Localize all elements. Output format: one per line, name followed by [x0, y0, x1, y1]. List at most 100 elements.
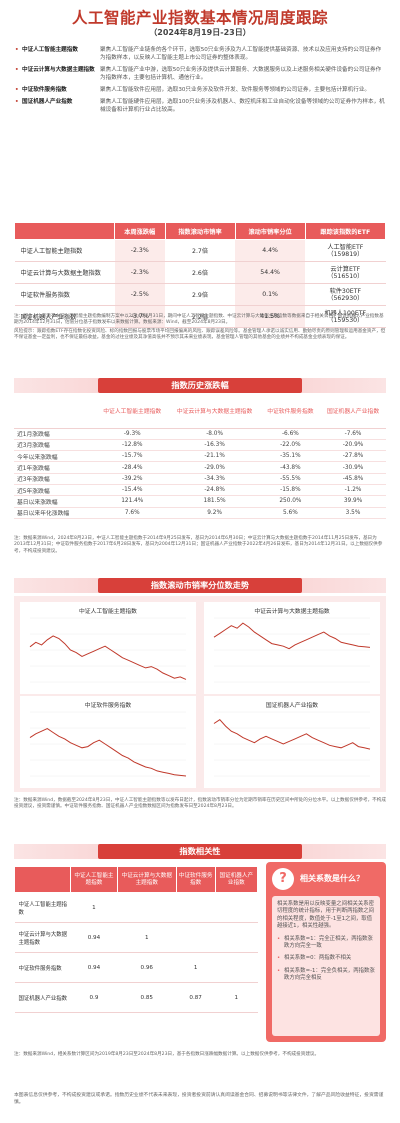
row-label: 中证云计算与大数据主题指数	[14, 922, 71, 953]
table-cell	[117, 892, 177, 923]
row-label: 中证人工智能主题指数	[14, 892, 71, 923]
series-line	[213, 622, 371, 650]
page-subtitle: （2024年8月19日-23日）	[149, 28, 251, 37]
chart-panel: 国证机器人产业指数	[204, 696, 380, 788]
ps-ratio: 2.6倍	[165, 261, 236, 284]
line-chart	[213, 617, 371, 683]
table-cell	[176, 892, 216, 923]
table-cell: -8.0%	[168, 428, 261, 440]
intro-item-name: 中证云计算与大数据主题指数	[14, 66, 100, 82]
explainer-body: 相关系数是用以反映变量之间相关关系密切程度的统计指标，用于判断两指数之间的相关程…	[272, 896, 380, 1036]
table-row: 国证机器人产业指数 -3.7% 2.2倍 41.5% 机器人100ETF （15…	[14, 305, 386, 328]
table-cell: 0.85	[117, 982, 177, 1013]
table-cell: -16.3%	[168, 439, 261, 452]
table-row: 国证机器人产业指数 0.9 0.85 0.87 1	[14, 982, 258, 1013]
table-cell: 5.6%	[260, 507, 321, 519]
table-cell: -45.8%	[320, 473, 386, 485]
chart-title: 中证软件服务指数	[84, 703, 132, 709]
etf-name: 软件30ETF （562930）	[305, 283, 386, 306]
table-header: 中证软件服务指数	[260, 398, 321, 429]
line-chart	[213, 711, 371, 777]
section-title: 指数相关性	[98, 844, 302, 859]
table-cell: -20.9%	[320, 439, 386, 452]
row-label: 国证机器人产业指数	[14, 982, 71, 1013]
footnote: 风险提示：跟踪指数ETF存在指数化投资风险、标的指数回报与股票市场平均回报偏离的…	[14, 329, 386, 341]
chart-panel: 中证云计算与大数据主题指数	[204, 602, 380, 694]
footnote: 注：数据来源Wind，2024年8月23日，中证人工智能主题指数于2014年9月…	[14, 536, 383, 554]
row-label: 近1月涨跌幅	[14, 428, 96, 440]
intro-item-name: 国证机器人产业指数	[14, 98, 100, 114]
intro-item: 中证云计算与大数据主题指数 聚焦人工智能产业中游，选取50只业务涉及提供云计算服…	[14, 66, 386, 82]
chart-panel: 中证人工智能主题指数	[20, 602, 196, 694]
ps-percentile: 54.4%	[235, 261, 306, 284]
table-cell: -24.8%	[168, 484, 261, 497]
line-chart	[29, 711, 187, 777]
table-cell: -15.4%	[96, 484, 169, 497]
index-name: 中证软件服务指数	[14, 283, 115, 306]
table-row: 近1月涨跌幅 -9.3% -8.0% -6.6% -7.6%	[14, 428, 386, 440]
row-label: 近3年涨跌幅	[14, 473, 96, 485]
row-label: 近5年涨跌幅	[14, 484, 96, 497]
table-header-row: 本周涨跌幅 指数滚动市销率 滚动市销率分位 跟踪该指数的ETF	[14, 222, 387, 240]
section-title: 指数历史涨跌幅	[98, 378, 302, 393]
table-cell: 181.5%	[168, 495, 261, 508]
table-cell: 9.2%	[168, 507, 261, 519]
index-name: 国证机器人产业指数	[14, 305, 115, 328]
table-cell: 39.9%	[320, 495, 386, 508]
table-row: 中证人工智能主题指数 1	[14, 892, 258, 923]
explainer-bullet: 相关系数=1：完全正相关，两指数涨跌方向完全一致	[277, 936, 375, 951]
intro-item-desc: 聚焦人工智能产业链条的各个环节，选取50只业务涉及为人工智能提供基础资源、技术以…	[100, 47, 382, 61]
table-row: 近1年涨跌幅 -28.4% -29.0% -43.8% -30.9%	[14, 461, 386, 474]
table-cell: 1	[117, 922, 177, 953]
series-line	[213, 719, 371, 750]
line-chart	[29, 617, 187, 683]
table-cell	[215, 892, 258, 923]
table-row: 近3年涨跌幅 -39.2% -34.3% -55.5% -45.8%	[14, 473, 386, 485]
table-cell: -28.4%	[96, 461, 169, 474]
table-cell	[176, 922, 216, 953]
table-header	[14, 398, 96, 429]
table-cell: -12.8%	[96, 439, 169, 452]
table-cell: -9.3%	[96, 428, 169, 440]
table-row: 中证人工智能主题指数 -2.3% 2.7倍 4.4% 人工智能ETF （1598…	[14, 239, 386, 262]
table-cell	[215, 952, 258, 983]
ps-ratio: 2.7倍	[165, 239, 236, 262]
table-cell: 1	[176, 952, 216, 983]
ps-ratio: 2.2倍	[165, 305, 236, 328]
table-header: 中证云计算与大数据主题指数	[116, 866, 177, 893]
intro-item: 中证软件服务指数 聚焦人工智能软件应用层，选取30只业务涉及软件开发、软件服务等…	[14, 86, 386, 94]
intro-item: 国证机器人产业指数 聚焦人工智能硬件应用层，选取100只业务涉及机器人、数控机床…	[14, 98, 386, 114]
table-cell: -30.9%	[320, 461, 386, 474]
table-cell: -15.8%	[260, 484, 321, 497]
disclaimer: 本图表信息仅供参考，不构成投资建议或承诺。指数历史业绩不代表未来表现，投资者投资…	[14, 1093, 384, 1105]
row-label: 今年以来涨跌幅	[14, 450, 96, 463]
index-intro-list: 中证人工智能主题指数 聚焦人工智能产业链条的各个环节，选取50只业务涉及为人工智…	[14, 46, 386, 118]
intro-item: 中证人工智能主题指数 聚焦人工智能产业链条的各个环节，选取50只业务涉及为人工智…	[14, 46, 386, 62]
table-row: 中证软件服务指数 -2.5% 2.9倍 0.1% 软件30ETF （562930…	[14, 283, 386, 306]
table-header: 中证软件服务指数	[175, 866, 216, 893]
index-name: 中证云计算与大数据主题指数	[14, 261, 115, 284]
explainer-header: ? 相关系数是什么？	[266, 862, 386, 896]
table-header: 中证人工智能主题指数	[96, 398, 169, 429]
index-name: 中证人工智能主题指数	[14, 239, 115, 262]
table-row: 近5年涨跌幅 -15.4% -24.8% -15.8% -1.2%	[14, 484, 386, 497]
table-row: 中证云计算与大数据主题指数 -2.3% 2.6倍 54.4% 云计算ETF （5…	[14, 261, 386, 284]
table-cell: 1	[215, 982, 258, 1013]
chart-title: 中证人工智能主题指数	[79, 609, 137, 615]
table-header: 国证机器人产业指数	[214, 866, 259, 893]
table-header	[14, 222, 115, 240]
table-cell: -35.1%	[260, 450, 321, 463]
table-cell: -6.6%	[260, 428, 321, 440]
table-cell: -22.0%	[260, 439, 321, 452]
table-cell: 7.6%	[96, 507, 169, 519]
row-label: 近3月涨跌幅	[14, 439, 96, 452]
series-line	[29, 635, 187, 680]
table-cell: -7.6%	[320, 428, 386, 440]
table-row: 中证软件服务指数 0.94 0.96 1	[14, 952, 258, 983]
ps-percentile: 4.4%	[235, 239, 306, 262]
table-cell: 121.4%	[96, 495, 169, 508]
table-cell: 3.5%	[320, 507, 386, 519]
table-cell: 0.9	[70, 982, 118, 1013]
table-cell: -15.7%	[96, 450, 169, 463]
table-row: 今年以来涨跌幅 -15.7% -21.1% -35.1% -27.8%	[14, 450, 386, 463]
